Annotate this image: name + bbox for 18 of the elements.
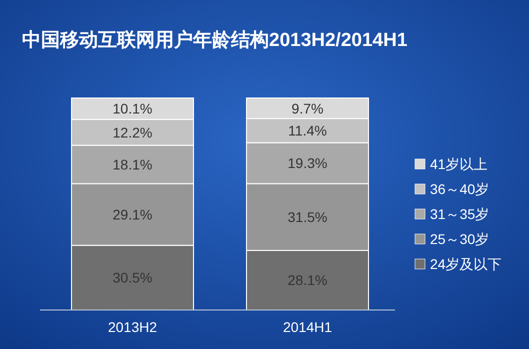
data-label: 9.7% bbox=[292, 100, 324, 116]
data-label: 31.5% bbox=[288, 209, 328, 226]
chart-title: 中国移动互联网用户年龄结构2013H2/2014H1 bbox=[22, 29, 408, 51]
data-label: 28.1% bbox=[288, 272, 328, 288]
data-label: 30.5% bbox=[112, 270, 152, 286]
legend-label: 36～40岁 bbox=[430, 181, 490, 197]
x-tick-label: 2013H2 bbox=[108, 319, 158, 335]
data-label: 29.1% bbox=[112, 206, 152, 222]
x-tick-label: 2014H1 bbox=[282, 319, 332, 335]
data-label: 18.1% bbox=[112, 156, 152, 172]
legend-label: 41岁以上 bbox=[430, 156, 488, 172]
legend-label: 25～30岁 bbox=[430, 231, 490, 247]
data-label: 12.2% bbox=[112, 124, 152, 140]
data-label: 19.3% bbox=[288, 155, 328, 172]
legend-label: 31～35岁 bbox=[430, 206, 490, 222]
data-label: 11.4% bbox=[288, 122, 327, 139]
data-label: 10.1% bbox=[112, 100, 152, 117]
legend-label: 24岁及以下 bbox=[430, 256, 502, 272]
